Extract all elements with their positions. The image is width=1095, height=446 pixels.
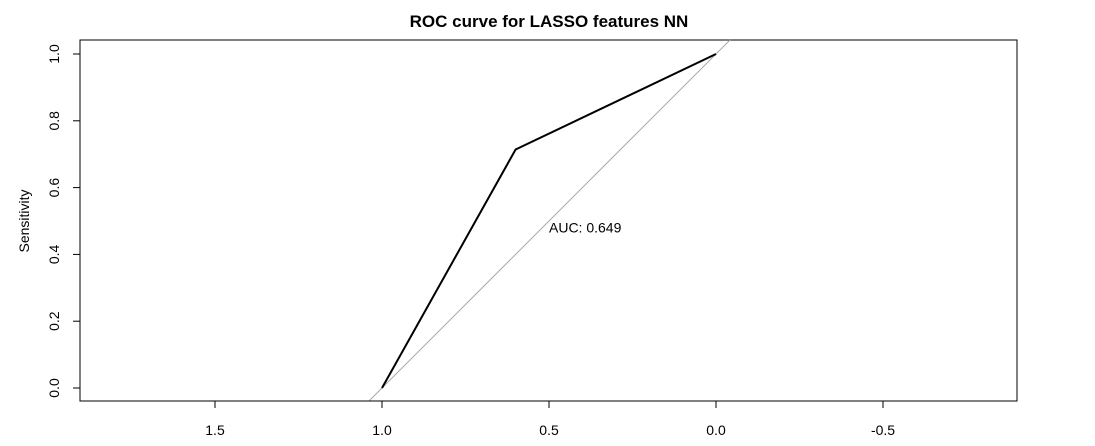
y-tick-label: 0.6 bbox=[46, 178, 62, 198]
x-tick-label: 1.5 bbox=[205, 422, 225, 438]
x-tick-label: 1.0 bbox=[372, 422, 392, 438]
x-tick-label: -0.5 bbox=[871, 422, 895, 438]
y-tick-label: 0.2 bbox=[46, 311, 62, 331]
reference-layer bbox=[368, 39, 731, 402]
roc-series-line-0 bbox=[381, 53, 717, 389]
y-axis: 0.0 0.2 0.4 0.6 0.8 1.0 bbox=[46, 44, 81, 398]
x-tick-label: 0.0 bbox=[706, 422, 726, 438]
y-tick-label: 0.4 bbox=[46, 244, 62, 264]
series-layer bbox=[381, 53, 717, 389]
x-tick-label: 0.5 bbox=[539, 422, 559, 438]
y-tick-label: 0.8 bbox=[46, 111, 62, 131]
y-tick-label: 0.0 bbox=[46, 378, 62, 398]
auc-annotation: AUC: 0.649 bbox=[549, 220, 622, 236]
chart-title: ROC curve for LASSO features NN bbox=[410, 12, 689, 31]
x-axis: 1.5 1.0 0.5 0.0 -0.5 bbox=[205, 400, 895, 438]
reference-diagonal-line bbox=[368, 39, 731, 402]
y-axis-title: Sensitivity bbox=[16, 189, 32, 252]
y-tick-label: 1.0 bbox=[46, 44, 62, 64]
